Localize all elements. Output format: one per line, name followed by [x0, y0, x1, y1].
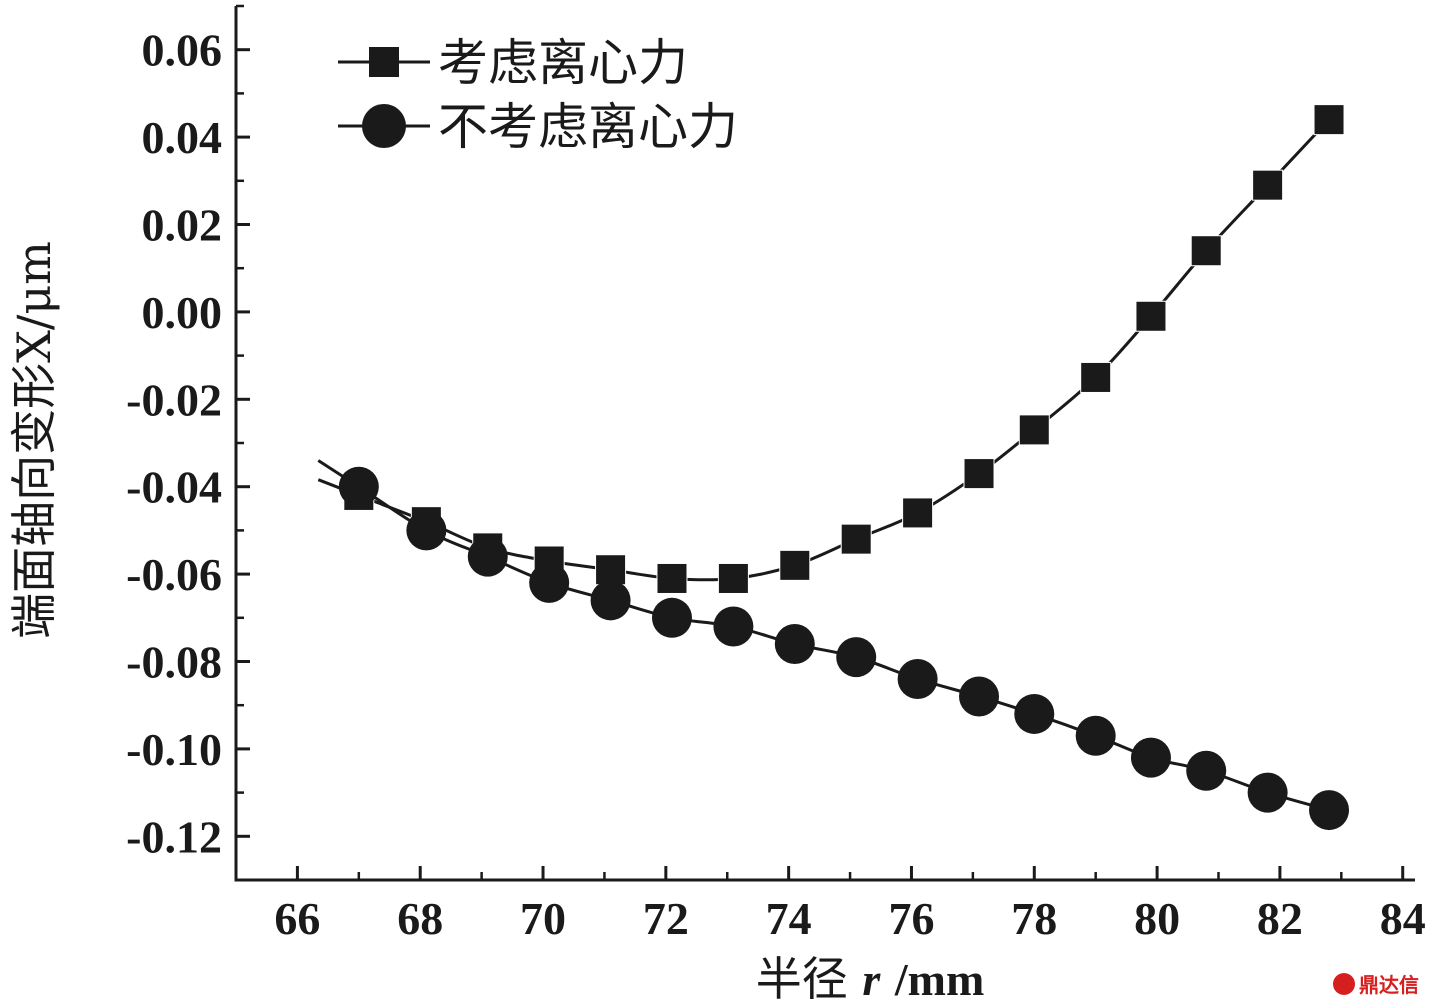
data-point-circle [406, 510, 447, 551]
data-point-square [595, 554, 627, 586]
data-point-circle [774, 624, 815, 665]
x-tick-label: 82 [1257, 893, 1303, 944]
data-point-circle [959, 676, 1000, 717]
watermark: 鼎达信 [1333, 969, 1419, 998]
data-point-circle [1186, 750, 1227, 791]
axes [234, 6, 1415, 882]
x-tick-label: 84 [1380, 893, 1426, 944]
series-layer [317, 104, 1350, 831]
data-point-square [1313, 104, 1345, 136]
x-axis-title: 半径 r /mm [756, 952, 985, 1004]
y-tick-label: 0.02 [142, 200, 223, 251]
watermark-text: 鼎达信 [1359, 973, 1419, 997]
x-tick-label: 68 [397, 893, 443, 944]
x-tick-label: 74 [766, 893, 812, 944]
data-point-circle [338, 466, 379, 507]
watermark-logo-icon [1333, 972, 1355, 995]
data-point-circle [1130, 737, 1171, 778]
series-line [317, 118, 1331, 582]
x-tick-label: 72 [643, 893, 689, 944]
data-point-circle [651, 597, 692, 638]
y-tick-label: -0.06 [126, 549, 222, 600]
y-tick-label: -0.10 [126, 724, 222, 775]
y-tick-label: 0.04 [142, 112, 223, 163]
data-point-circle [897, 658, 938, 699]
data-point-square [840, 523, 872, 555]
data-point-circle [713, 606, 754, 647]
series-1 [317, 104, 1345, 594]
data-point-circle [1309, 790, 1350, 831]
data-point-square [1135, 300, 1167, 332]
data-point-square [779, 549, 811, 581]
x-axis-ticks: 66 68 70 72 74 76 78 80 82 84 [274, 866, 1426, 944]
y-tick-label: -0.02 [126, 374, 222, 425]
legend-marker-circle [362, 104, 406, 148]
y-axis-title: 端面轴向变形X/μm [7, 241, 61, 639]
x-axis-title-var: r [862, 954, 881, 1004]
data-point-circle [836, 637, 877, 678]
legend-label: 考虑离心力 [438, 34, 688, 92]
x-tick-label: 78 [1011, 893, 1057, 944]
data-point-square [902, 497, 934, 529]
data-point-circle [467, 536, 508, 577]
data-point-square [1252, 169, 1284, 201]
data-point-square [1190, 235, 1222, 267]
data-point-circle [1247, 772, 1288, 813]
data-point-circle [529, 562, 570, 603]
y-tick-label: -0.04 [126, 462, 222, 513]
y-tick-label: -0.08 [126, 637, 222, 688]
series-2 [317, 459, 1350, 831]
series-line [317, 459, 1330, 812]
data-point-square [1018, 414, 1050, 446]
y-tick-label: -0.12 [126, 811, 222, 862]
x-tick-label: 70 [520, 893, 566, 944]
legend-label: 不考虑离心力 [438, 98, 738, 156]
y-tick-label: 0.06 [142, 25, 223, 76]
data-point-square [1080, 361, 1112, 393]
x-axis-title-main: 半径 [756, 952, 863, 1004]
data-point-circle [590, 580, 631, 621]
y-tick-label: 0.00 [142, 287, 223, 338]
legend-marker-square [369, 47, 399, 77]
x-axis-title-unit: /mm [894, 954, 984, 1004]
data-point-square [963, 458, 995, 490]
data-point-square [717, 562, 749, 594]
y-axis-ticks: -0.12 -0.10 -0.08 -0.06 -0.04 -0.02 0.00 0.02 0.… [126, 4, 250, 882]
x-tick-label: 80 [1134, 893, 1180, 944]
x-tick-label: 66 [274, 893, 320, 944]
x-tick-label: 76 [888, 893, 934, 944]
data-point-square [656, 562, 688, 594]
data-point-circle [1075, 715, 1116, 756]
data-point-circle [1014, 693, 1055, 734]
